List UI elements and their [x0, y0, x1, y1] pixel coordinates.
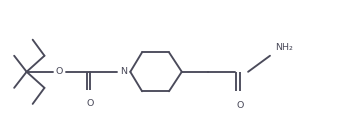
Text: O: O	[236, 100, 243, 110]
Text: O: O	[86, 99, 94, 108]
Text: N: N	[120, 67, 127, 76]
Text: O: O	[56, 67, 63, 76]
Text: NH₂: NH₂	[275, 43, 293, 52]
